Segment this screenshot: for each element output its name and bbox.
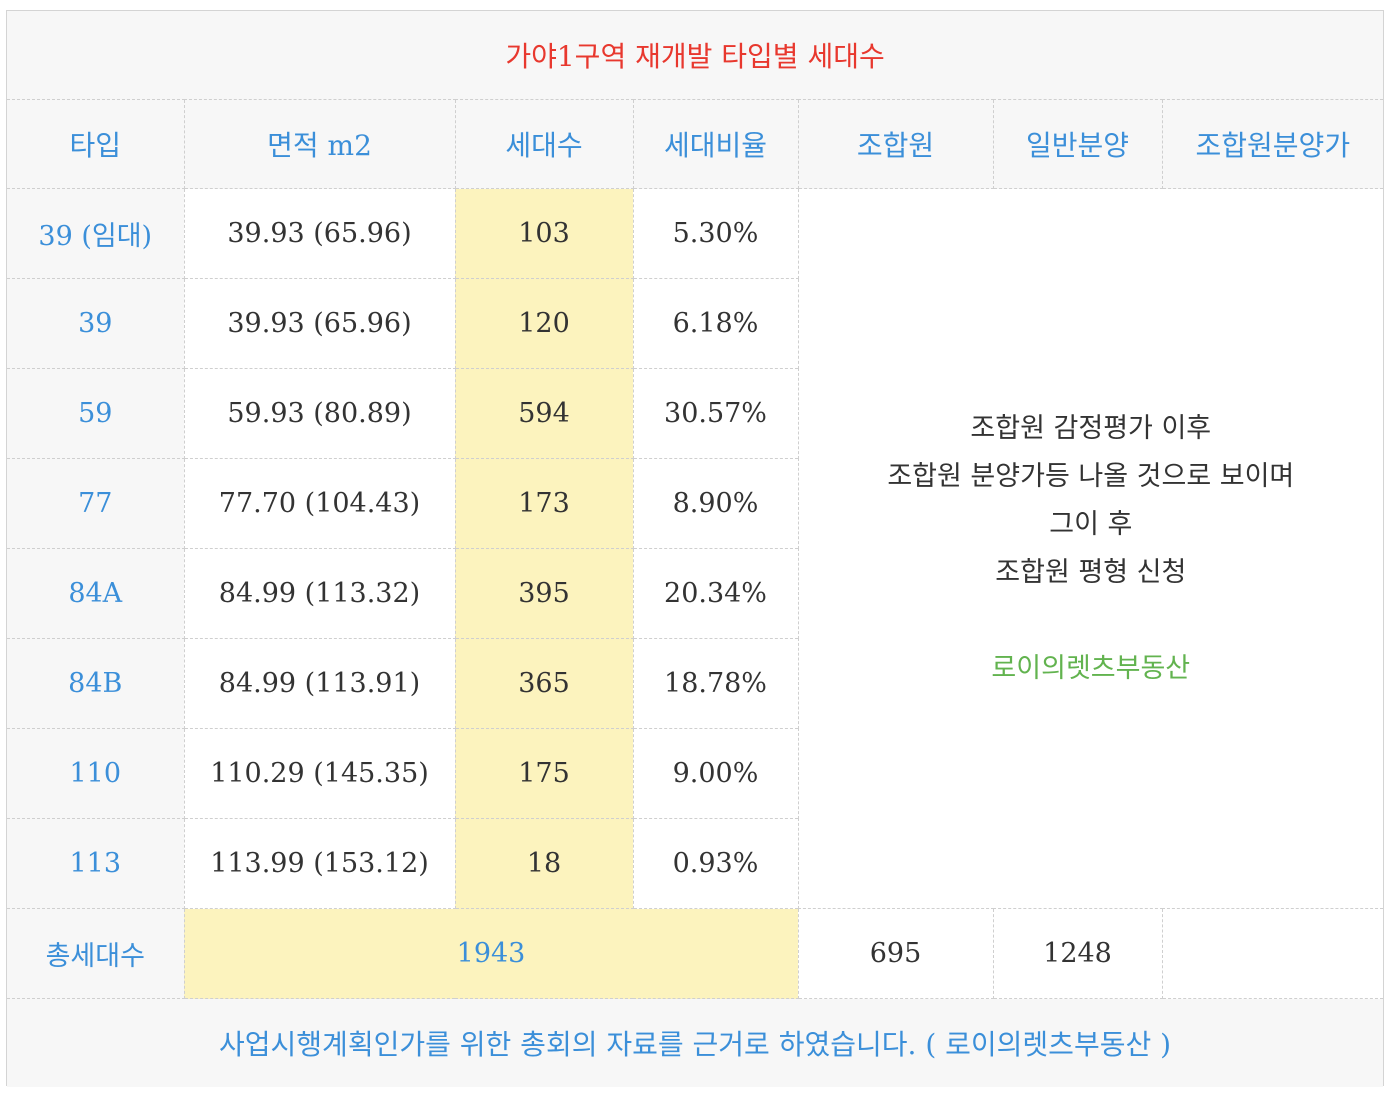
total-general-sale: 1248 [992,908,1163,999]
type-cell: 39 (임대) [7,188,185,279]
footer-row: 사업시행계획인가를 위한 총회의 자료를 근거로 하였습니다. ( 로이의렛츠부… [7,998,1384,1087]
type-cell: 113 [7,818,185,909]
ratio-cell: 0.93% [632,818,798,909]
table-row: 113 113.99 (153.12) 18 0.93% [7,818,1383,909]
member-note: 조합원 감정평가 이후 조합원 분양가등 나올 것으로 보이며 그이 후 조합원… [797,188,1384,909]
total-members: 695 [797,908,994,999]
header-area: 면적 m2 [183,99,456,189]
header-row: 타입 면적 m2 세대수 세대비율 조합원 일반분양 조합원분양가 [7,99,1384,189]
type-cell: 59 [7,368,185,459]
units-cell: 395 [454,548,634,639]
ratio-cell: 8.90% [632,458,798,549]
unit-type-table: 가야1구역 재개발 타입별 세대수 타입 면적 m2 세대수 세대비율 조합원 … [7,11,1384,1087]
area-cell: 113.99 (153.12) [183,818,456,909]
units-cell: 594 [454,368,634,459]
table-row: 77 77.70 (104.43) 173 8.90% [7,458,1383,549]
table-row: 84B 84.99 (113.91) 365 18.78% [7,638,1383,729]
header-ratio: 세대비율 [632,99,799,189]
units-cell: 173 [454,458,634,549]
ratio-cell: 9.00% [632,728,798,819]
area-cell: 77.70 (104.43) [183,458,456,549]
area-cell: 110.29 (145.35) [183,728,456,819]
table-row: 110 110.29 (145.35) 175 9.00% [7,728,1383,819]
note-line: 조합원 분양가등 나올 것으로 보이며 [887,460,1295,492]
units-cell: 18 [454,818,634,909]
type-cell: 77 [7,458,185,549]
ratio-cell: 30.57% [632,368,798,459]
type-cell: 110 [7,728,185,819]
units-cell: 103 [454,188,634,279]
ratio-cell: 5.30% [632,188,799,279]
header-general-sale: 일반분양 [992,99,1163,189]
redevelopment-unit-table-frame: 가야1구역 재개발 타입별 세대수 타입 면적 m2 세대수 세대비율 조합원 … [6,10,1384,1087]
header-member-price: 조합원분양가 [1161,99,1384,189]
units-cell: 120 [454,278,634,369]
note-line: 그이 후 [1049,508,1133,540]
total-row: 총세대수 1943 695 1248 [7,908,1384,999]
table-row: 59 59.93 (80.89) 594 30.57% [7,368,1383,459]
units-cell: 175 [454,728,634,819]
area-cell: 39.93 (65.96) [183,188,456,279]
note-line: 조합원 평형 신청 [995,556,1187,588]
type-cell: 84A [7,548,185,639]
table-row: 84A 84.99 (113.32) 395 20.34% [7,548,1383,639]
area-cell: 39.93 (65.96) [183,278,456,369]
units-cell: 365 [454,638,634,729]
total-label: 총세대수 [7,908,185,999]
header-members: 조합원 [797,99,994,189]
area-cell: 84.99 (113.91) [183,638,456,729]
total-units: 1943 [183,908,799,999]
title-row: 가야1구역 재개발 타입별 세대수 [7,11,1384,100]
header-type: 타입 [7,99,185,189]
note-line: 조합원 감정평가 이후 [970,412,1212,444]
table-title: 가야1구역 재개발 타입별 세대수 [7,11,1384,100]
table-row: 39 (임대) 39.93 (65.96) 103 5.30% 조합원 감정평가… [7,188,1384,909]
area-cell: 84.99 (113.32) [183,548,456,639]
area-cell: 59.93 (80.89) [183,368,456,459]
ratio-cell: 18.78% [632,638,798,729]
note-brand: 로이의렛츠부동산 [991,652,1191,684]
source-note: 사업시행계획인가를 위한 총회의 자료를 근거로 하였습니다. ( 로이의렛츠부… [7,998,1384,1087]
ratio-cell: 6.18% [632,278,798,369]
ratio-cell: 20.34% [632,548,798,639]
total-member-price [1161,908,1384,999]
type-cell: 84B [7,638,185,729]
table-row: 39 39.93 (65.96) 120 6.18% [7,278,1383,369]
header-units: 세대수 [454,99,634,189]
type-cell: 39 [7,278,185,369]
